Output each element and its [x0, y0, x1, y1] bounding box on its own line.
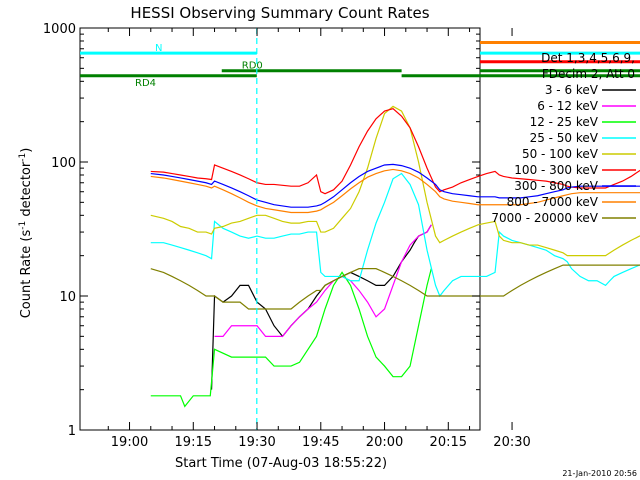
series-line-0 [210, 224, 432, 390]
x-tick-label: 20:30 [493, 435, 530, 450]
legend-label: 100 - 300 keV [514, 163, 598, 177]
legend-label: 300 - 800 keV [514, 179, 598, 193]
x-tick-label: 20:00 [366, 435, 403, 450]
series-line-3 [150, 172, 640, 298]
series-line-8 [150, 264, 640, 310]
legend-label: 6 - 12 keV [537, 99, 599, 113]
legend-header-1: Det 1,3,4,5,6,9, [541, 51, 635, 65]
legend-header-2: FDecim 2, Att 0 [542, 67, 635, 81]
x-tick-label: 19:15 [175, 435, 212, 450]
legend-label: 50 - 100 keV [522, 147, 599, 161]
x-tick-label: 19:00 [111, 435, 148, 450]
x-tick-label: 19:45 [302, 435, 339, 450]
series-line-6 [150, 163, 640, 208]
series-line-1 [214, 224, 432, 337]
chart-title: HESSI Observing Summary Count Rates [130, 4, 429, 22]
x-tick-label: 20:15 [430, 435, 467, 450]
series-line-2 [150, 268, 432, 408]
series-line-4 [150, 105, 640, 257]
series-line-5 [150, 108, 640, 195]
y-tick-label: 100 [51, 156, 76, 171]
y-tick-label: 1000 [43, 22, 76, 37]
flag-label-n: N [155, 43, 162, 54]
legend: Det 1,3,4,5,6,9, FDecim 2, Att 0 3 - 6 k… [491, 51, 636, 225]
legend-label: 800 - 7000 keV [507, 195, 599, 209]
plot-frame [79, 27, 481, 431]
legend-label: 7000 - 20000 keV [491, 211, 598, 225]
legend-label: 12 - 25 keV [530, 115, 599, 129]
series-line-7 [150, 168, 640, 214]
legend-label: 25 - 50 keV [530, 131, 599, 145]
legend-label: 3 - 6 keV [545, 83, 599, 97]
flag-label-rd0: RD0 [242, 61, 263, 72]
flag-label-rd4: RD4 [135, 78, 156, 89]
y-axis-label: Count Rate (s-1 detector-1) [18, 148, 34, 319]
footer-date: 21-Jan-2010 20:56 [562, 469, 637, 478]
y-tick-label: 1 [68, 424, 76, 439]
x-axis-label: Start Time (07-Aug-03 18:55:22) [175, 456, 387, 471]
y-tick-label: 10 [59, 290, 76, 305]
x-tick-label: 19:30 [238, 435, 275, 450]
